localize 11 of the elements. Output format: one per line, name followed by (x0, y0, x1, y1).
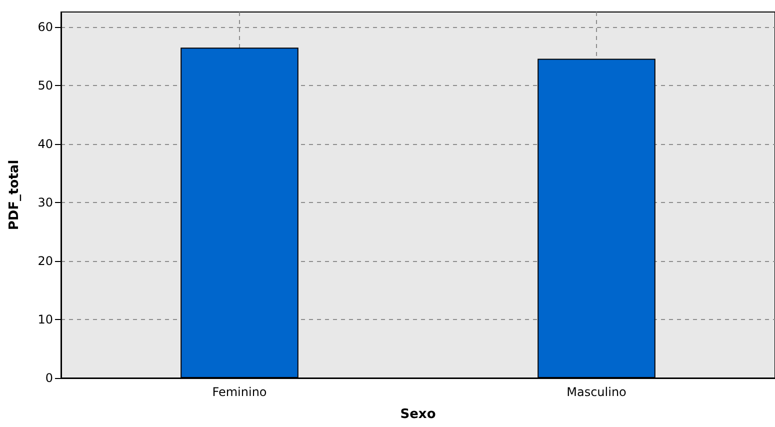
y-tick-label: 40 (38, 137, 53, 152)
y-tick-label: 20 (38, 254, 53, 268)
y-tick-label: 10 (38, 312, 53, 327)
y-axis-title: PDF_total (7, 160, 22, 230)
y-tick-label: 50 (38, 78, 53, 93)
y-tick-label: 30 (38, 196, 53, 210)
x-tick-label: Masculino (566, 385, 626, 399)
y-tick-label: 60 (38, 20, 53, 34)
x-axis-title: Sexo (400, 407, 436, 422)
y-tick-label: 0 (45, 371, 53, 385)
x-tick-label: Feminino (212, 385, 267, 399)
